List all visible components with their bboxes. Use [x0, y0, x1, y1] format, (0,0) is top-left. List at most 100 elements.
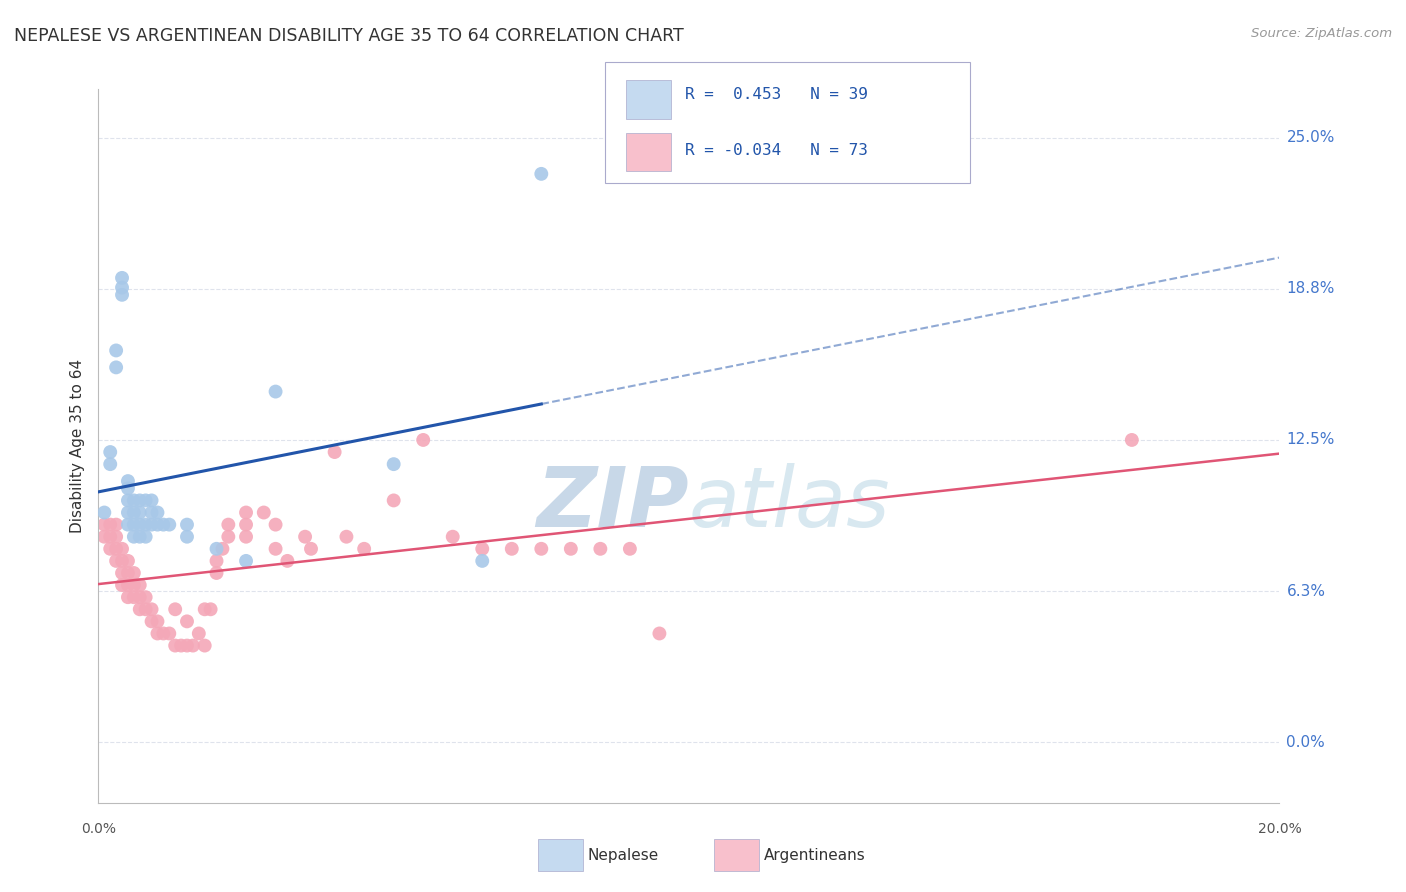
- Point: [122, 493, 145, 508]
- Point: [122, 590, 145, 604]
- Point: [323, 445, 346, 459]
- Point: [128, 517, 150, 532]
- Point: [117, 481, 139, 495]
- Point: [471, 541, 494, 556]
- Point: [122, 517, 145, 532]
- Point: [111, 271, 134, 285]
- Point: [111, 541, 134, 556]
- Point: [105, 554, 128, 568]
- Point: [128, 493, 150, 508]
- Point: [98, 530, 121, 544]
- Point: [235, 517, 257, 532]
- Point: [117, 590, 139, 604]
- Point: [530, 167, 553, 181]
- Point: [200, 602, 222, 616]
- Point: [117, 474, 139, 488]
- Text: 12.5%: 12.5%: [1286, 433, 1334, 448]
- Point: [501, 541, 523, 556]
- Point: [141, 493, 163, 508]
- Point: [135, 590, 157, 604]
- Point: [122, 578, 145, 592]
- Point: [648, 626, 671, 640]
- Point: [335, 530, 357, 544]
- Point: [117, 566, 139, 580]
- Point: [98, 445, 121, 459]
- Point: [98, 541, 121, 556]
- Point: [176, 517, 198, 532]
- Point: [105, 360, 128, 375]
- Point: [105, 530, 128, 544]
- Point: [217, 517, 239, 532]
- Text: 18.8%: 18.8%: [1286, 281, 1334, 296]
- Point: [105, 343, 128, 358]
- Point: [382, 493, 405, 508]
- Point: [441, 530, 464, 544]
- Point: [111, 554, 134, 568]
- Point: [93, 517, 115, 532]
- Point: [98, 517, 121, 532]
- Point: [111, 280, 134, 294]
- Point: [264, 541, 287, 556]
- Point: [253, 506, 276, 520]
- Point: [264, 517, 287, 532]
- Text: 0.0%: 0.0%: [1286, 735, 1326, 750]
- Point: [205, 541, 228, 556]
- Point: [128, 530, 150, 544]
- Point: [181, 639, 204, 653]
- Point: [111, 288, 134, 302]
- Point: [117, 554, 139, 568]
- Point: [194, 639, 217, 653]
- Text: 6.3%: 6.3%: [1286, 583, 1326, 599]
- Point: [157, 626, 180, 640]
- Point: [111, 566, 134, 580]
- Point: [187, 626, 209, 640]
- Point: [299, 541, 322, 556]
- Point: [117, 578, 139, 592]
- Point: [176, 639, 198, 653]
- Point: [264, 384, 287, 399]
- Point: [105, 541, 128, 556]
- Text: R =  0.453   N = 39: R = 0.453 N = 39: [685, 87, 868, 103]
- Y-axis label: Disability Age 35 to 64: Disability Age 35 to 64: [70, 359, 86, 533]
- Point: [105, 517, 128, 532]
- Point: [141, 517, 163, 532]
- Text: atlas: atlas: [689, 463, 890, 543]
- Point: [122, 506, 145, 520]
- Point: [141, 506, 163, 520]
- Point: [619, 541, 641, 556]
- Point: [128, 602, 150, 616]
- Point: [157, 517, 180, 532]
- Point: [141, 615, 163, 629]
- Point: [135, 493, 157, 508]
- Point: [217, 530, 239, 544]
- Point: [117, 506, 139, 520]
- Point: [98, 457, 121, 471]
- Point: [205, 554, 228, 568]
- Point: [194, 602, 217, 616]
- Point: [235, 506, 257, 520]
- Text: R = -0.034   N = 73: R = -0.034 N = 73: [685, 143, 868, 158]
- Point: [152, 517, 174, 532]
- Point: [165, 602, 187, 616]
- Point: [235, 530, 257, 544]
- Text: NEPALESE VS ARGENTINEAN DISABILITY AGE 35 TO 64 CORRELATION CHART: NEPALESE VS ARGENTINEAN DISABILITY AGE 3…: [14, 27, 683, 45]
- Point: [560, 541, 582, 556]
- Point: [122, 530, 145, 544]
- Point: [128, 590, 150, 604]
- Point: [205, 566, 228, 580]
- Point: [117, 517, 139, 532]
- Point: [128, 578, 150, 592]
- Text: Nepalese: Nepalese: [588, 848, 659, 863]
- Point: [1121, 433, 1143, 447]
- Point: [235, 554, 257, 568]
- Point: [146, 506, 169, 520]
- Point: [589, 541, 612, 556]
- Point: [93, 530, 115, 544]
- Point: [146, 517, 169, 532]
- Point: [111, 578, 134, 592]
- Point: [122, 566, 145, 580]
- Point: [128, 506, 150, 520]
- Point: [170, 639, 193, 653]
- Point: [412, 433, 434, 447]
- Text: 0.0%: 0.0%: [82, 822, 115, 836]
